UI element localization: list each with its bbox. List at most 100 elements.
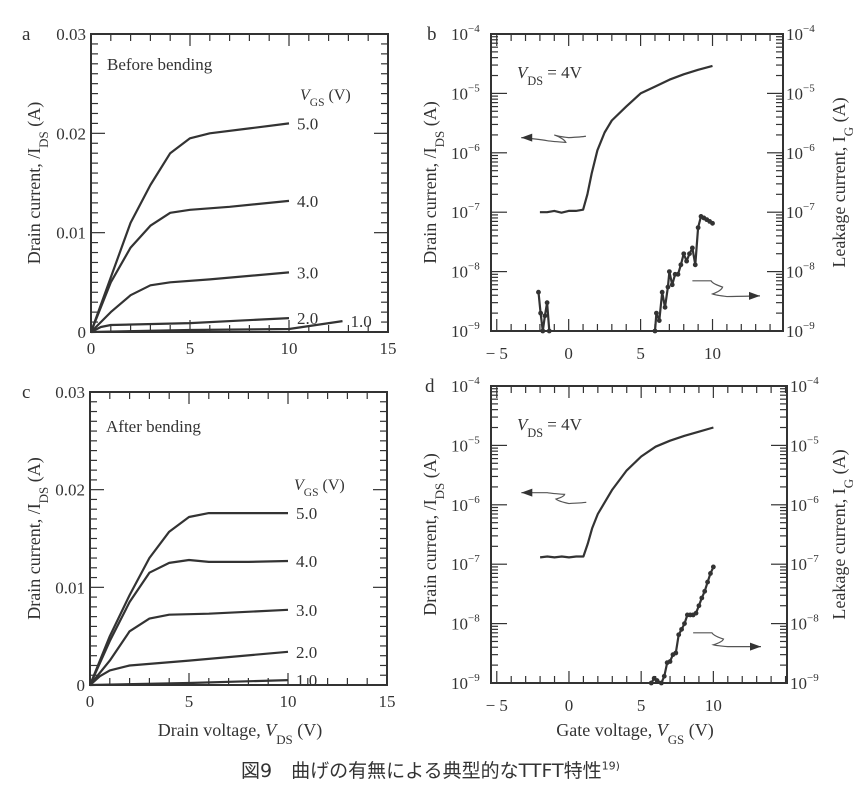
- y-tick-label: 10−6: [451, 494, 480, 515]
- tick-exponent: −4: [803, 23, 815, 35]
- y-tick-label: 0.02: [55, 481, 85, 500]
- text-segment: V: [517, 63, 530, 82]
- plot-frame: [490, 385, 788, 684]
- data-point: [673, 650, 679, 656]
- tick-base: 10: [451, 263, 468, 282]
- arrowhead-icon: [521, 488, 533, 497]
- tick-base: 10: [790, 377, 807, 396]
- y-tick-label-right: 10−5: [790, 434, 819, 455]
- data-point: [702, 588, 708, 594]
- panel-letter: b: [427, 24, 437, 45]
- arrow-left-ids: [521, 134, 587, 144]
- data-point: [661, 673, 667, 679]
- arrowhead-icon: [748, 291, 760, 300]
- y-tick-label: 10−5: [451, 82, 480, 103]
- arrow-right-ig: [693, 632, 762, 648]
- tick-exponent: −6: [807, 494, 819, 506]
- data-point: [710, 564, 716, 570]
- y-tick-label: 10−9: [451, 672, 480, 693]
- x-tick-label: 10: [280, 692, 297, 711]
- series-line-I-G-low: [537, 292, 551, 333]
- tick-base: 10: [790, 674, 807, 693]
- text-segment: (V): [325, 87, 351, 104]
- curve-label: 4.0: [297, 192, 318, 211]
- data-point: [710, 220, 715, 226]
- data-point: [654, 310, 659, 316]
- data-point: [696, 603, 702, 609]
- x-tick-label: 0: [86, 692, 95, 711]
- curve-label: 2.0: [296, 643, 317, 662]
- text-segment: V: [265, 720, 278, 740]
- text-segment: (V): [319, 477, 345, 494]
- arrowhead-icon: [750, 642, 762, 651]
- tick-exponent: −7: [803, 201, 815, 213]
- data-point: [665, 284, 671, 290]
- y-tick-label-right: 10−4: [786, 23, 815, 44]
- arrowhead-icon: [521, 133, 533, 142]
- tick-base: 10: [451, 436, 468, 455]
- x-tick-label: 10: [281, 339, 298, 358]
- text-segment: (V): [293, 720, 323, 741]
- text-segment: V: [517, 415, 530, 434]
- legend-title: VGS (V): [300, 87, 351, 109]
- y-tick-label: 10−4: [451, 375, 480, 396]
- text-segment: (A): [420, 101, 441, 131]
- y-tick-label-right: 10−6: [786, 142, 815, 163]
- data-point: [538, 310, 544, 316]
- y-tick-label: 10−9: [451, 320, 480, 341]
- text-segment: Leakage current, I: [829, 136, 849, 267]
- data-point: [695, 225, 701, 231]
- tick-exponent: −5: [807, 434, 819, 446]
- tick-exponent: −6: [468, 494, 480, 506]
- data-point: [544, 300, 550, 306]
- ticks: [89, 391, 388, 686]
- data-point: [684, 258, 690, 264]
- tick-exponent: −6: [803, 142, 815, 154]
- y-tick-label: 10−7: [451, 201, 480, 222]
- text-segment: Drain current, /I: [420, 147, 440, 263]
- tick-exponent: −8: [807, 613, 819, 625]
- tick-base: 10: [790, 496, 807, 515]
- x-tick-label: 5: [186, 339, 195, 358]
- text-segment: GS: [668, 732, 685, 747]
- y-tick-label: 0.01: [55, 578, 85, 597]
- data-point: [666, 269, 672, 274]
- text-segment: DS: [432, 483, 447, 500]
- series-line-I-DS: [539, 64, 713, 214]
- y-axis-label: Drain current, /IDS (A): [24, 102, 51, 265]
- text-segment: = 4V: [543, 415, 583, 434]
- text-segment: Drain current, /I: [24, 148, 44, 264]
- tick-base: 10: [451, 203, 468, 222]
- tick-exponent: −7: [468, 553, 480, 565]
- x-tick-label: 0: [87, 339, 96, 358]
- tick-exponent: −8: [803, 261, 815, 273]
- data-point: [708, 571, 713, 576]
- y-tick-label-right: 10−8: [786, 261, 815, 282]
- series-line-2.0: [89, 650, 289, 686]
- series-line-3.0: [90, 271, 290, 333]
- text-segment: = 4V: [543, 63, 583, 82]
- y-tick-label-right: 10−6: [790, 494, 819, 515]
- tick-base: 10: [451, 496, 468, 515]
- arrow-left-ids: [521, 492, 587, 505]
- tick-base: 10: [790, 555, 807, 574]
- tick-exponent: −8: [468, 613, 480, 625]
- series-line-4.0: [88, 558, 289, 686]
- data-point: [659, 289, 665, 295]
- data-point: [648, 680, 654, 686]
- legend-title: VGS (V): [294, 477, 345, 499]
- tick-base: 10: [790, 615, 807, 634]
- curve-label: 3.0: [297, 263, 318, 282]
- text-segment: DS: [36, 131, 51, 148]
- y-axis-label: Drain current, /IDS (A): [420, 453, 447, 616]
- series-line-1.0: [90, 320, 343, 334]
- data-point: [656, 318, 662, 323]
- data-point: [705, 579, 710, 585]
- text-segment: G: [841, 127, 856, 136]
- text-segment: Leakage current, I: [829, 488, 849, 619]
- x-axis-label: Drain voltage, VDS (V): [158, 720, 323, 747]
- tick-base: 10: [451, 25, 468, 44]
- y-axis-label: Drain current, /IDS (A): [420, 101, 447, 264]
- curve-label: 2.0: [297, 309, 318, 328]
